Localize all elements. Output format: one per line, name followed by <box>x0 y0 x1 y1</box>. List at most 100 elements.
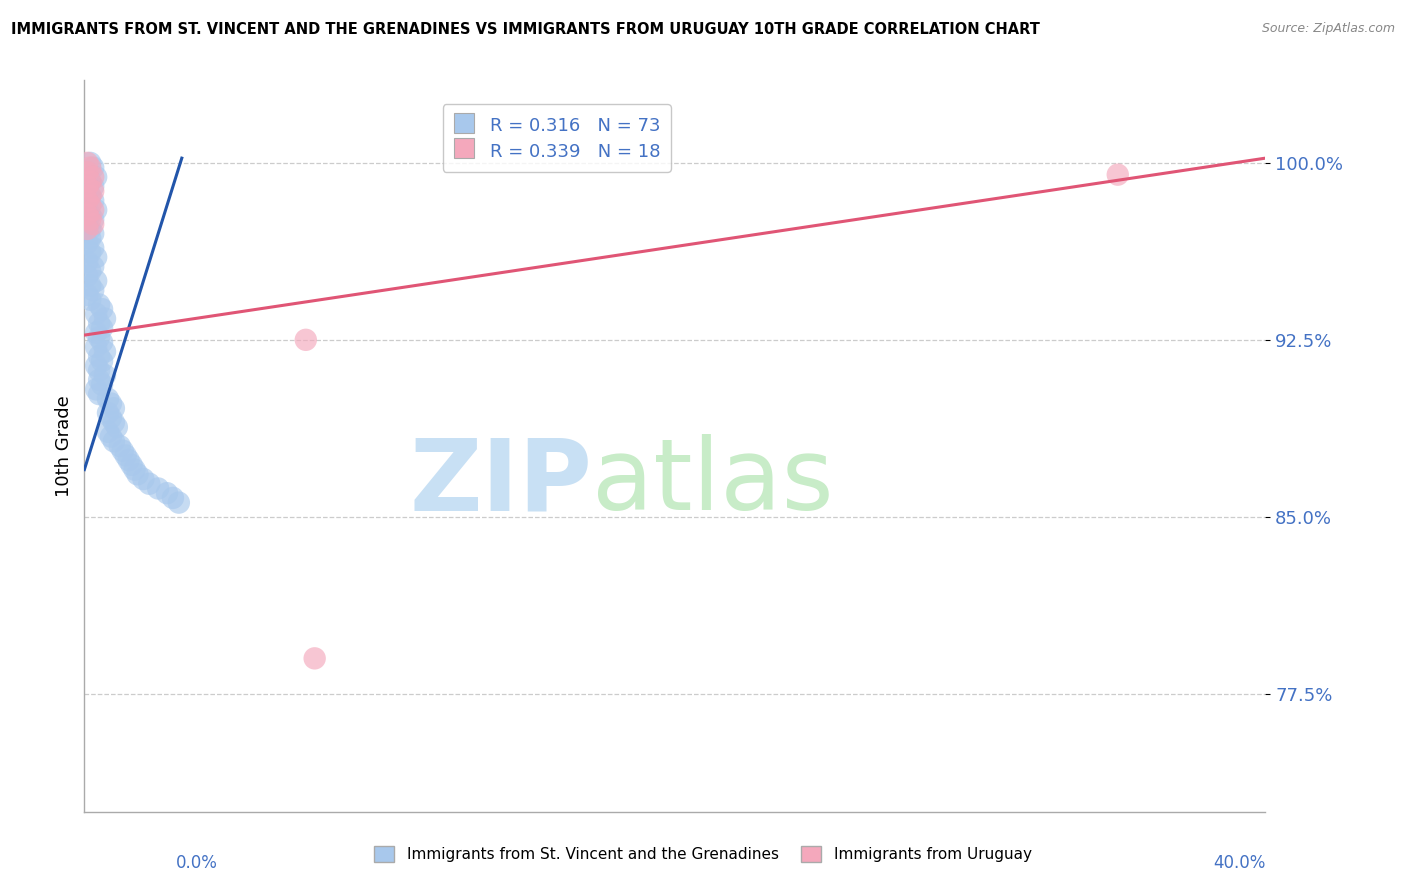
Point <box>94 311 117 326</box>
Point <box>79 175 101 189</box>
Point <box>82 161 104 175</box>
Point <box>79 293 101 307</box>
Point <box>76 156 98 170</box>
Legend: R = 0.316   N = 73, R = 0.339   N = 18: R = 0.316 N = 73, R = 0.339 N = 18 <box>443 104 671 172</box>
Point <box>100 396 122 410</box>
Point <box>82 169 104 184</box>
Point <box>82 202 104 217</box>
Point <box>97 425 120 439</box>
Point <box>79 264 101 278</box>
Point <box>82 260 104 274</box>
Point <box>1107 168 1129 182</box>
Point <box>82 194 104 208</box>
Point <box>148 482 170 496</box>
Point <box>76 217 98 231</box>
Point <box>79 156 101 170</box>
Point <box>76 255 98 269</box>
Text: ZIP: ZIP <box>409 434 592 531</box>
Point <box>132 472 155 486</box>
Point <box>103 401 125 416</box>
Point <box>87 363 111 377</box>
Point <box>84 359 107 373</box>
Point <box>84 169 107 184</box>
Point <box>97 406 120 420</box>
Point <box>84 326 107 340</box>
Point <box>87 316 111 330</box>
Point <box>76 288 98 302</box>
Point <box>167 495 190 509</box>
Point <box>76 165 98 179</box>
Point <box>295 333 318 347</box>
Point <box>79 222 101 236</box>
Point <box>87 349 111 363</box>
Point <box>84 202 107 217</box>
Point <box>124 462 146 476</box>
Point <box>156 486 179 500</box>
Point <box>84 383 107 397</box>
Text: 40.0%: 40.0% <box>1213 855 1265 872</box>
Point <box>84 340 107 354</box>
Point <box>76 194 98 208</box>
Point <box>87 330 111 344</box>
Point <box>103 434 125 449</box>
Point <box>84 274 107 288</box>
Point <box>118 453 141 467</box>
Point <box>79 175 101 189</box>
Point <box>304 651 326 665</box>
Point <box>79 278 101 293</box>
Point <box>91 302 114 317</box>
Text: IMMIGRANTS FROM ST. VINCENT AND THE GRENADINES VS IMMIGRANTS FROM URUGUAY 10TH G: IMMIGRANTS FROM ST. VINCENT AND THE GREN… <box>11 22 1040 37</box>
Point <box>114 449 136 463</box>
Point <box>79 189 101 203</box>
Point <box>76 198 98 212</box>
Point <box>91 335 114 350</box>
Point <box>82 227 104 241</box>
Point <box>82 184 104 198</box>
Point <box>76 165 98 179</box>
Point <box>82 241 104 255</box>
Point <box>127 467 149 482</box>
Point <box>76 208 98 222</box>
Point <box>91 354 114 368</box>
Point <box>79 161 101 175</box>
Point <box>76 179 98 194</box>
Point <box>108 439 131 453</box>
Point <box>76 184 98 198</box>
Point <box>162 491 184 505</box>
Point <box>79 208 101 222</box>
Point <box>82 212 104 227</box>
Y-axis label: 10th Grade: 10th Grade <box>55 395 73 497</box>
Point <box>76 222 98 236</box>
Point <box>91 377 114 392</box>
Point <box>94 368 117 383</box>
Point <box>138 476 160 491</box>
Point <box>76 269 98 284</box>
Point <box>111 443 134 458</box>
Text: Source: ZipAtlas.com: Source: ZipAtlas.com <box>1261 22 1395 36</box>
Point <box>82 217 104 231</box>
Point <box>121 458 143 472</box>
Point <box>100 429 122 443</box>
Point <box>79 245 101 260</box>
Legend: Immigrants from St. Vincent and the Grenadines, Immigrants from Uruguay: Immigrants from St. Vincent and the Gren… <box>368 840 1038 868</box>
Point <box>79 212 101 227</box>
Text: atlas: atlas <box>592 434 834 531</box>
Point <box>87 373 111 387</box>
Point <box>94 344 117 359</box>
Point <box>79 198 101 212</box>
Point <box>76 236 98 251</box>
Point <box>97 392 120 406</box>
Point <box>84 250 107 264</box>
Point <box>79 189 101 203</box>
Point <box>103 416 125 430</box>
Point <box>84 307 107 321</box>
Point <box>100 410 122 425</box>
Point <box>79 231 101 245</box>
Point <box>87 297 111 311</box>
Text: 0.0%: 0.0% <box>176 855 218 872</box>
Point <box>82 283 104 297</box>
Point <box>82 179 104 194</box>
Point <box>105 420 128 434</box>
Point <box>91 321 114 335</box>
Point <box>87 387 111 401</box>
